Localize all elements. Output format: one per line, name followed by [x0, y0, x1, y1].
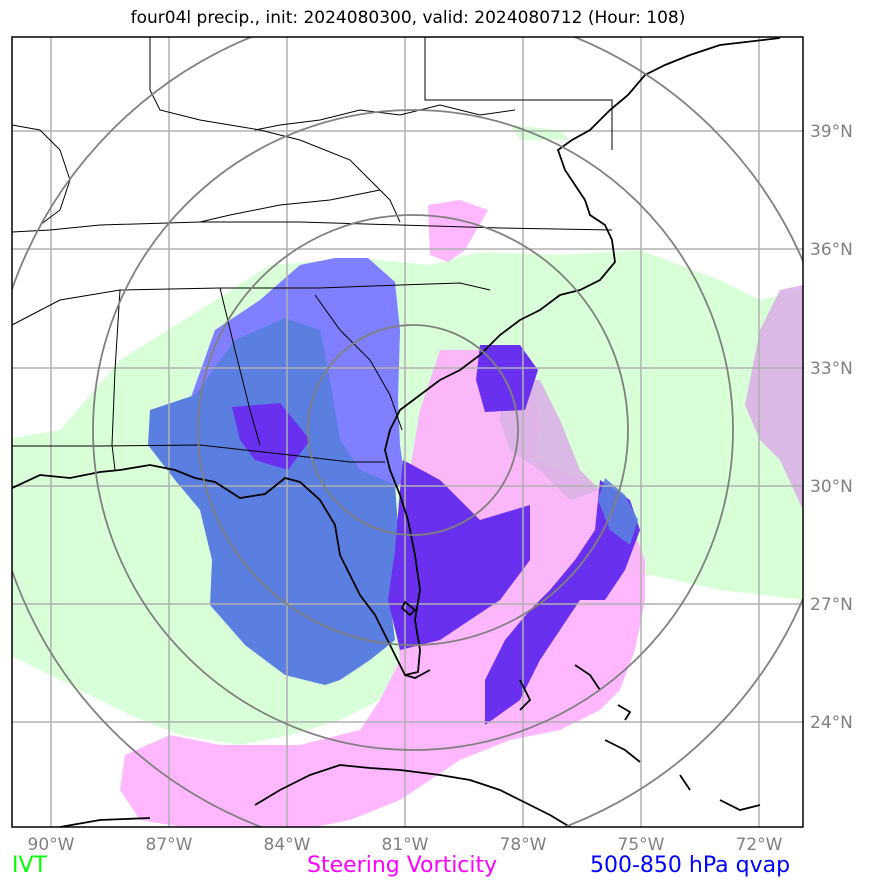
legend-qvap: 500-850 hPa qvap — [590, 853, 791, 878]
lon-tick-label: 78°W — [500, 835, 547, 855]
coastlines — [12, 37, 781, 827]
plot-frame — [11, 36, 804, 828]
map-title: four04l precip., init: 2024080300, valid… — [130, 8, 686, 28]
vorticity-contour-main — [120, 350, 645, 827]
vorticity-contour-north — [428, 200, 488, 262]
legend-ivt: IVT — [12, 853, 47, 878]
ivt-contour-small — [510, 125, 570, 140]
lon-tick-label: 84°W — [264, 835, 311, 855]
lat-tick-label: 24°N — [810, 713, 853, 733]
map-layers — [12, 37, 803, 827]
qvap-contour-light-bahamas — [598, 478, 638, 545]
range-rings — [12, 37, 803, 827]
qvap-contour-mid — [148, 318, 400, 685]
lat-tick-label: 36°N — [810, 240, 853, 260]
graticule — [12, 37, 803, 827]
lon-tick-label: 87°W — [146, 835, 193, 855]
lon-tick-label: 75°W — [618, 835, 665, 855]
lat-tick-label: 27°N — [810, 595, 853, 615]
lat-tick-label: 30°N — [810, 477, 853, 497]
lon-tick-label: 72°W — [736, 835, 783, 855]
lat-tick-label: 33°N — [810, 359, 853, 379]
qvap-contour-dark-gulf — [232, 403, 310, 470]
lon-tick-label: 81°W — [382, 835, 429, 855]
legend-steering-vorticity: Steering Vorticity — [307, 853, 498, 878]
lat-tick-label: 39°N — [810, 122, 853, 142]
lon-tick-label: 90°W — [28, 835, 75, 855]
qvap-contour-dark-florida — [388, 460, 530, 650]
